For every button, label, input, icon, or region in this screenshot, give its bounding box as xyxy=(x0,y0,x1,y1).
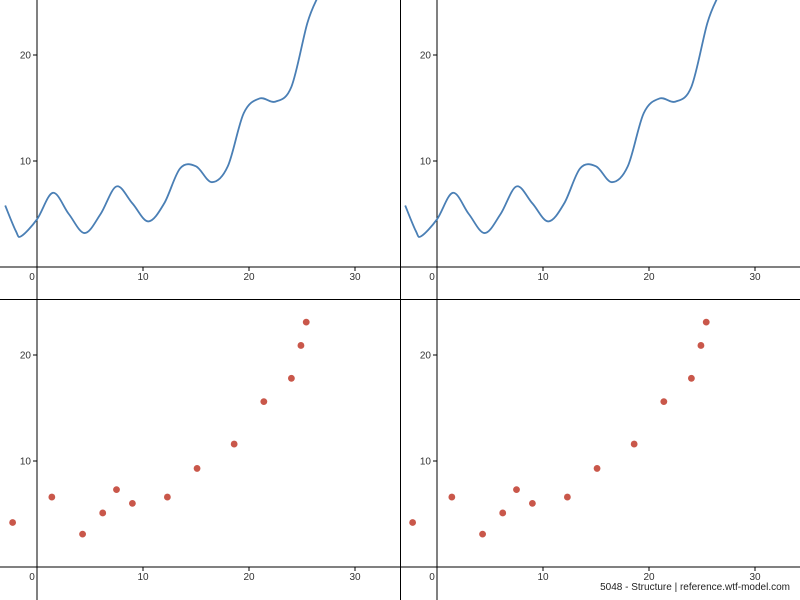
scatter-point xyxy=(230,440,238,448)
line-chart-top-right: 0 10 20 30 10 20 xyxy=(401,0,800,299)
x-tick-label: 10 xyxy=(137,572,149,583)
x-tick-label: 10 xyxy=(137,272,149,283)
x-tick-label: 30 xyxy=(349,572,361,583)
x-tick-label: 20 xyxy=(243,272,255,283)
y-tick-label: 20 xyxy=(20,351,32,362)
scatter-point xyxy=(302,318,310,326)
x-tick-label: 0 xyxy=(29,272,35,283)
scatter-point xyxy=(163,493,171,501)
x-tick-label: 20 xyxy=(643,272,655,283)
scatter-point xyxy=(9,519,17,526)
y-tick-label: 10 xyxy=(20,157,32,168)
scatter-point xyxy=(48,493,56,501)
y-tick-label: 10 xyxy=(20,457,32,468)
scatter-point xyxy=(129,500,136,507)
x-tick-label: 20 xyxy=(643,572,655,583)
x-tick-label: 0 xyxy=(429,272,435,283)
scatter-chart-bottom-left: 0 10 20 30 10 20 xyxy=(0,300,400,600)
scatter-point xyxy=(79,530,86,538)
x-tick-label: 10 xyxy=(537,272,549,283)
panel-divider-horizontal xyxy=(0,299,800,300)
series-line xyxy=(4,0,318,238)
scatter-point xyxy=(297,342,305,349)
scatter-point xyxy=(660,398,668,406)
scatter-point xyxy=(288,374,295,382)
panel-divider-vertical xyxy=(400,0,401,600)
scatter-point xyxy=(193,465,201,472)
scatter-point xyxy=(697,342,705,349)
y-tick-label: 20 xyxy=(420,51,432,62)
scatter-point xyxy=(499,509,507,517)
scatter-chart-bottom-right: 0 10 20 30 10 20 xyxy=(401,300,800,600)
scatter-point xyxy=(593,465,601,472)
x-tick-label: 0 xyxy=(29,572,35,583)
scatter-point xyxy=(448,493,456,501)
line-chart-top-left: 0 10 20 30 10 20 xyxy=(0,0,400,299)
scatter-point xyxy=(113,486,120,494)
series-line xyxy=(404,0,718,238)
x-tick-label: 20 xyxy=(243,572,255,583)
x-tick-label: 30 xyxy=(349,272,361,283)
y-tick-label: 10 xyxy=(420,157,432,168)
scatter-point xyxy=(688,374,695,382)
x-tick-label: 10 xyxy=(537,572,549,583)
x-tick-label: 30 xyxy=(749,572,761,583)
scatter-point xyxy=(702,318,710,326)
scatter-point xyxy=(99,509,107,517)
scatter-point xyxy=(529,500,536,507)
scatter-point xyxy=(260,398,268,406)
x-tick-label: 30 xyxy=(749,272,761,283)
scatter-point xyxy=(513,486,520,494)
scatter-point xyxy=(563,493,571,501)
scatter-point xyxy=(479,530,486,538)
footer-credit: 5048 - Structure | reference.wtf-model.c… xyxy=(600,582,790,593)
x-tick-label: 0 xyxy=(429,572,435,583)
y-tick-label: 20 xyxy=(420,351,432,362)
scatter-point xyxy=(630,440,638,448)
scatter-point xyxy=(409,519,417,526)
y-tick-label: 10 xyxy=(420,457,432,468)
y-tick-label: 20 xyxy=(20,51,32,62)
